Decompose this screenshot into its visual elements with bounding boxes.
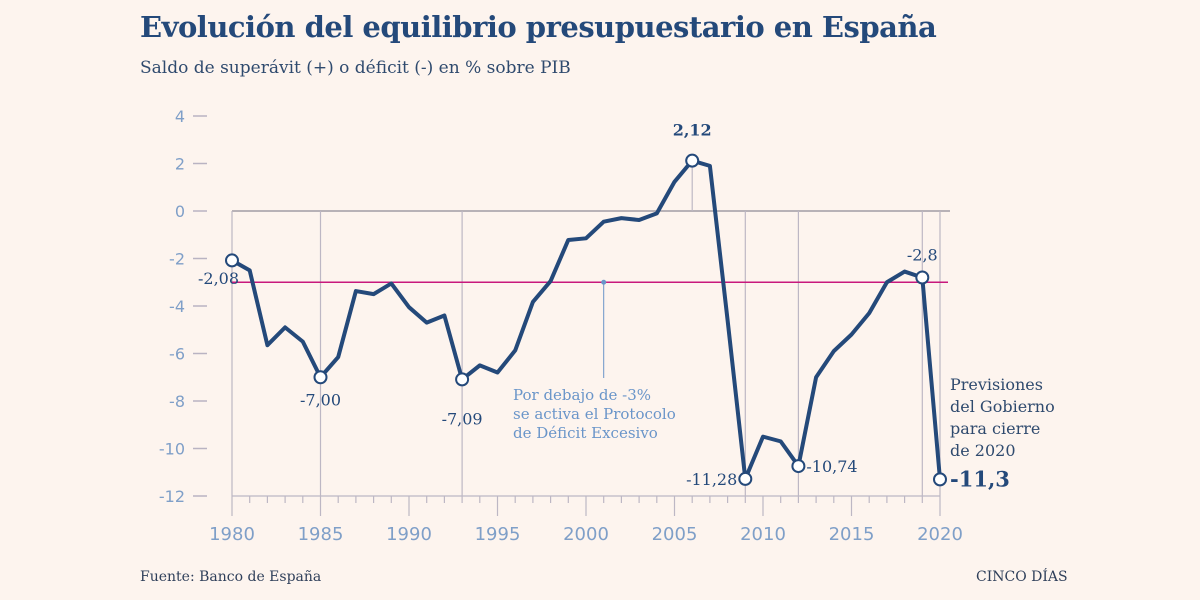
data-point-marker: [685, 153, 700, 168]
y-tick-label: -12: [159, 487, 185, 506]
x-tick-label: 1990: [386, 524, 432, 545]
y-tick-label: -8: [169, 392, 185, 411]
data-point-marker: [933, 472, 947, 487]
forecast-annotation: del Gobierno: [950, 397, 1055, 416]
x-tick-label: 1995: [475, 524, 521, 545]
series-line: [231, 158, 942, 481]
x-tick-label: 1980: [209, 524, 255, 545]
x-tick-label: 2005: [652, 524, 698, 545]
chart-subtitle: Saldo de superávit (+) o déficit (-) en …: [140, 58, 571, 78]
y-tick-label: -2: [169, 250, 185, 269]
source-note: Fuente: Banco de España: [140, 569, 322, 585]
y-tick-label: 2: [175, 155, 185, 174]
y-tick-label: 0: [175, 202, 185, 221]
x-tick-label: 1985: [298, 524, 344, 545]
data-label: -7,09: [442, 409, 483, 428]
data-label: -11,28: [686, 470, 737, 489]
y-tick-label: -6: [169, 345, 185, 364]
y-tick-label: 4: [175, 107, 185, 126]
data-label: -7,00: [300, 390, 341, 409]
data-point-marker: [313, 370, 328, 385]
x-tick-label: 2000: [563, 524, 609, 545]
data-point-marker: [738, 471, 753, 486]
forecast-annotation: para cierre: [950, 419, 1040, 438]
forecast-annotation: de 2020: [950, 441, 1016, 460]
data-point-marker: [225, 253, 239, 268]
threshold-annotation: se activa el Protocolo: [513, 405, 676, 423]
y-tick-label: -10: [159, 440, 185, 459]
x-tick-label: 2015: [829, 524, 875, 545]
data-label: -2,08: [198, 269, 239, 288]
data-label: -10,74: [806, 457, 857, 476]
threshold-annotation: de Déficit Excesivo: [513, 424, 658, 442]
brand-logo: CINCO DÍAS: [976, 569, 1068, 585]
y-tick-label: -4: [169, 297, 185, 316]
data-label: -2,8: [907, 246, 938, 265]
threshold-annotation: Por debajo de -3%: [513, 386, 651, 404]
forecast-annotation: Previsiones: [950, 375, 1043, 394]
x-tick-label: 2020: [917, 524, 963, 545]
data-point-marker: [915, 270, 930, 285]
data-point-marker: [455, 372, 470, 387]
data-label: 2,12: [673, 121, 712, 140]
x-tick-label: 2010: [740, 524, 786, 545]
data-label: -11,3: [950, 466, 1010, 491]
chart-title: Evolución del equilibrio presupuestario …: [140, 10, 937, 44]
data-point-marker: [791, 459, 806, 474]
annotation-dot: [601, 279, 607, 285]
